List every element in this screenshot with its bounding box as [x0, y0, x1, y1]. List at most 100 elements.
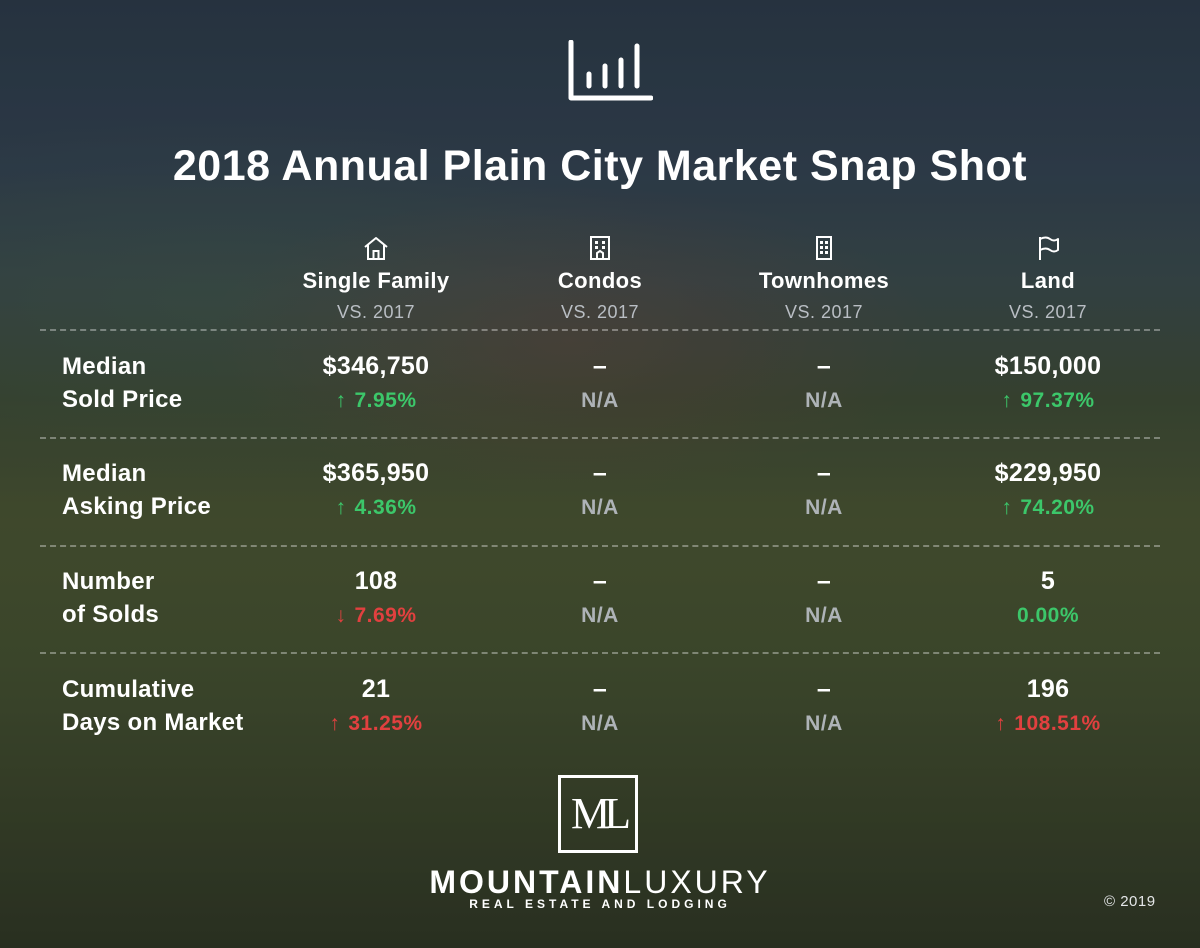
arrow-up-icon: ↑ [329, 712, 341, 735]
row-label-median-asking-price: Median Asking Price [62, 457, 211, 523]
table-cell: 21 ↑ 31.25% [266, 673, 486, 739]
column-name: Land [1020, 268, 1076, 293]
brand-name: MOUNTAINLUXURY [0, 864, 1200, 901]
change-percent: 31.25% [348, 712, 423, 735]
column-comparison: VS. 2017 [1008, 302, 1088, 322]
row-label-line: Number [62, 568, 155, 595]
change-percent: N/A [805, 604, 843, 627]
change-percent: N/A [805, 496, 843, 519]
change-percent: N/A [805, 389, 843, 412]
change-percent: N/A [805, 712, 843, 735]
change-percent: 7.95% [354, 389, 417, 412]
table-cell: $365,950 ↑ 4.36% [266, 457, 486, 523]
column-comparison: VS. 2017 [336, 302, 416, 322]
change-percent: N/A [581, 389, 619, 412]
table-cell: – N/A [490, 457, 710, 523]
table-cell: $229,950 ↑ 74.20% [938, 457, 1158, 523]
cell-value: $346,750 [322, 352, 430, 380]
row-label-cumulative-days-on-market: Cumulative Days on Market [62, 673, 244, 739]
brand-tagline: REAL ESTATE AND LODGING [469, 897, 731, 911]
page-title: 2018 Annual Plain City Market Snap Shot [172, 142, 1028, 190]
row-label-line: Days on Market [62, 709, 244, 736]
change-percent: 97.37% [1020, 389, 1095, 412]
house-icon [364, 237, 388, 260]
flag-icon [1039, 236, 1059, 260]
row-label-line: Cumulative [62, 676, 195, 703]
change-percent: 7.69% [354, 604, 417, 627]
cell-change: ↑ 4.36% [266, 493, 486, 523]
column-header-townhomes: Townhomes VS. 2017 [714, 234, 934, 323]
brand-name-light: LUXURY [623, 864, 771, 900]
column-comparison: VS. 2017 [784, 302, 864, 322]
table-cell: – N/A [714, 565, 934, 631]
change-percent: 4.36% [354, 496, 417, 519]
bar-chart-icon [568, 40, 653, 101]
column-header-single-family: Single Family VS. 2017 [266, 234, 486, 323]
arrow-up-icon: ↑ [1001, 496, 1013, 519]
arrow-up-icon: ↑ [335, 389, 347, 412]
cell-value: – [816, 675, 832, 703]
cell-value: – [816, 352, 832, 380]
cell-change: ↓ 7.69% [266, 601, 486, 631]
cell-change: ↑ 7.95% [266, 386, 486, 416]
table-cell: 5 0.00% [938, 565, 1158, 631]
table-cell: – N/A [714, 350, 934, 416]
cell-change: ↑ 97.37% [938, 386, 1158, 416]
table-cell: 108 ↓ 7.69% [266, 565, 486, 631]
column-header-land: Land VS. 2017 [938, 234, 1158, 323]
brand-name-bold: MOUNTAIN [429, 864, 624, 900]
change-percent: N/A [581, 604, 619, 627]
cell-value: 108 [354, 567, 398, 595]
row-label-line: Asking Price [62, 493, 211, 520]
table-cell: – N/A [490, 565, 710, 631]
column-header-condos: Condos VS. 2017 [490, 234, 710, 323]
row-label-number-of-solds: Number of Solds [62, 565, 159, 631]
row-label-line: of Solds [62, 601, 160, 628]
row-divider [40, 329, 1160, 331]
cell-change: ↑ 31.25% [266, 709, 486, 739]
table-cell: – N/A [490, 350, 710, 416]
column-name: Townhomes [758, 268, 890, 293]
change-percent: N/A [581, 496, 619, 519]
arrow-up-icon: ↑ [335, 496, 347, 519]
cell-change: ↑ 74.20% [938, 493, 1158, 523]
cell-value: – [592, 567, 608, 595]
townhome-building-icon [816, 236, 832, 260]
cell-value: 21 [361, 675, 391, 703]
change-percent: 0.00% [1016, 604, 1080, 627]
row-divider [40, 652, 1160, 654]
cell-value: 196 [1026, 675, 1070, 703]
table-cell: – N/A [714, 673, 934, 739]
brand-logo: ML [558, 775, 638, 853]
row-label-line: Median [62, 460, 147, 487]
arrow-down-icon: ↓ [335, 604, 347, 627]
table-cell: $150,000 ↑ 97.37% [938, 350, 1158, 416]
logo-monogram: ML [571, 789, 631, 838]
cell-value: – [592, 352, 608, 380]
table-cell: – N/A [490, 673, 710, 739]
cell-value: $150,000 [994, 352, 1102, 380]
column-name: Single Family [302, 268, 450, 293]
row-label-line: Sold Price [62, 386, 183, 413]
column-comparison: VS. 2017 [560, 302, 640, 322]
row-label-median-sold-price: Median Sold Price [62, 350, 182, 416]
table-cell: – N/A [714, 457, 934, 523]
row-divider [40, 545, 1160, 547]
change-percent: 108.51% [1014, 712, 1101, 735]
condo-building-icon [590, 236, 610, 260]
row-label-line: Median [62, 353, 147, 380]
row-divider [40, 437, 1160, 439]
table-cell: $346,750 ↑ 7.95% [266, 350, 486, 416]
change-percent: 74.20% [1020, 496, 1095, 519]
column-name: Condos [557, 268, 643, 293]
cell-value: 5 [1040, 567, 1056, 595]
change-percent: N/A [581, 712, 619, 735]
table-cell: 196 ↑ 108.51% [938, 673, 1158, 739]
cell-value: – [592, 675, 608, 703]
arrow-up-icon: ↑ [1001, 389, 1013, 412]
copyright: © 2019 [1104, 893, 1156, 910]
cell-value: – [592, 459, 608, 487]
cell-value: – [816, 567, 832, 595]
cell-change: ↑ 108.51% [938, 709, 1158, 739]
